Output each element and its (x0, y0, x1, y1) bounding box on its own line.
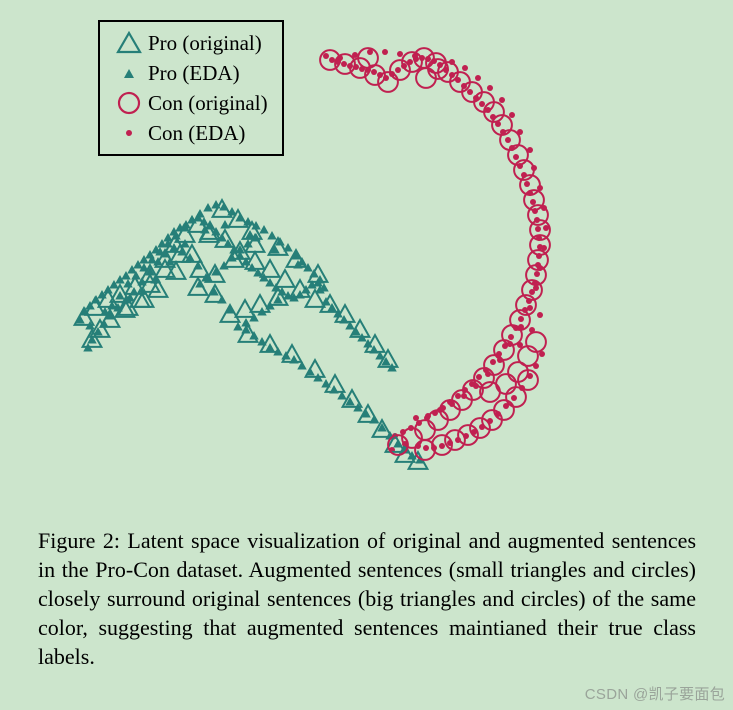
legend-marker-pro-eda (110, 61, 148, 85)
caption-text: Latent space visualization of original a… (38, 528, 696, 669)
legend-marker-con-original (110, 91, 148, 115)
legend-label-con-original: Con (original) (148, 91, 268, 116)
legend-row-pro-eda: Pro (EDA) (110, 58, 268, 88)
legend-row-con-original: Con (original) (110, 88, 268, 118)
figure-caption: Figure 2: Latent space visualization of … (38, 526, 696, 671)
legend-marker-pro-original (110, 31, 148, 55)
series-pro-original (75, 200, 428, 469)
legend-row-pro-original: Pro (original) (110, 28, 268, 58)
series-con-eda (323, 49, 549, 453)
watermark-text: CSDN @凯子要面包 (585, 683, 725, 704)
scatter-plot-area: Pro (original) Pro (EDA) Con (original) … (0, 0, 733, 500)
legend-marker-con-eda (110, 121, 148, 145)
legend-label-pro-original: Pro (original) (148, 31, 262, 56)
caption-label: Figure 2: (38, 528, 120, 553)
legend-box: Pro (original) Pro (EDA) Con (original) … (98, 20, 284, 156)
legend-label-con-eda: Con (EDA) (148, 121, 245, 146)
legend-row-con-eda: Con (EDA) (110, 118, 268, 148)
legend-label-pro-eda: Pro (EDA) (148, 61, 240, 86)
